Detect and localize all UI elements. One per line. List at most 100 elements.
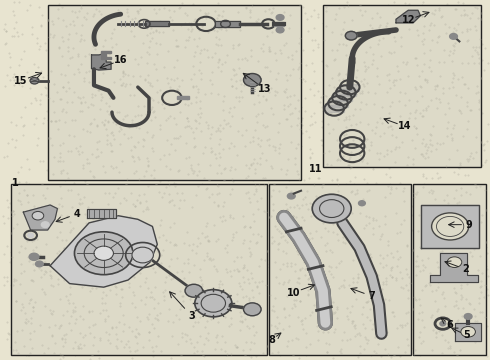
Point: [356, 152, 364, 158]
Circle shape: [276, 27, 284, 33]
Point: [82, 57, 90, 63]
Point: [15, 257, 23, 262]
Point: [204, 337, 212, 343]
Point: [119, 70, 126, 76]
Point: [265, 44, 273, 49]
Point: [423, 249, 431, 255]
Point: [15, 0, 23, 5]
Point: [259, 83, 267, 89]
Point: [463, 62, 470, 67]
Point: [235, 253, 243, 258]
Point: [114, 262, 122, 268]
Point: [237, 119, 245, 125]
Point: [246, 139, 254, 145]
Point: [436, 192, 444, 197]
Point: [248, 294, 256, 300]
Point: [149, 234, 157, 240]
Point: [377, 316, 385, 322]
Point: [404, 287, 412, 292]
Point: [223, 39, 231, 45]
Point: [214, 202, 221, 208]
Point: [470, 237, 478, 243]
Point: [218, 48, 225, 54]
Point: [181, 45, 189, 50]
Point: [247, 162, 255, 168]
Point: [329, 203, 337, 209]
Point: [169, 260, 176, 266]
Point: [207, 131, 215, 137]
Point: [127, 267, 135, 273]
Point: [25, 352, 33, 358]
Point: [331, 284, 339, 290]
Point: [237, 327, 245, 333]
Point: [292, 48, 300, 53]
Point: [64, 44, 72, 50]
Point: [152, 40, 160, 46]
Point: [375, 183, 383, 188]
Point: [142, 279, 149, 285]
Point: [355, 64, 363, 69]
Point: [105, 231, 113, 237]
Point: [393, 248, 401, 254]
Point: [297, 68, 305, 74]
Point: [58, 237, 66, 243]
Point: [193, 166, 201, 172]
Text: 4: 4: [74, 209, 80, 219]
Point: [249, 211, 257, 217]
Point: [425, 247, 433, 253]
Point: [255, 183, 263, 188]
Point: [6, 64, 14, 69]
Point: [484, 273, 490, 279]
Point: [364, 314, 371, 320]
Point: [208, 113, 216, 119]
Point: [372, 142, 380, 148]
Point: [391, 36, 399, 42]
Point: [121, 258, 129, 264]
Point: [308, 309, 316, 315]
Point: [10, 214, 18, 220]
Point: [354, 132, 362, 138]
Point: [80, 14, 88, 19]
Point: [121, 328, 128, 334]
Point: [207, 90, 215, 96]
Point: [246, 199, 254, 204]
Point: [389, 126, 396, 131]
Point: [156, 18, 164, 24]
Point: [49, 217, 57, 223]
Point: [184, 118, 192, 124]
Point: [170, 135, 178, 140]
Point: [261, 172, 269, 178]
Point: [133, 314, 141, 320]
Point: [453, 147, 461, 153]
Point: [77, 44, 85, 49]
Point: [271, 332, 279, 338]
Point: [392, 77, 400, 83]
Point: [358, 252, 366, 257]
Point: [354, 347, 362, 353]
Point: [64, 175, 72, 181]
Point: [429, 206, 437, 211]
Point: [214, 236, 221, 242]
Point: [135, 71, 143, 76]
Text: 5: 5: [464, 330, 470, 341]
Point: [17, 219, 25, 224]
Point: [475, 97, 483, 103]
Point: [10, 71, 18, 76]
Point: [17, 307, 25, 313]
Point: [332, 264, 340, 270]
Point: [100, 287, 108, 293]
Point: [430, 14, 438, 20]
Point: [187, 6, 195, 12]
Point: [24, 352, 32, 358]
Point: [392, 210, 400, 216]
Point: [205, 308, 213, 314]
Point: [218, 345, 225, 351]
Point: [469, 184, 477, 189]
Point: [373, 57, 381, 62]
Point: [15, 249, 23, 255]
Point: [233, 152, 241, 158]
Point: [39, 75, 47, 80]
Point: [322, 8, 330, 13]
Point: [442, 71, 450, 77]
Point: [477, 198, 485, 203]
